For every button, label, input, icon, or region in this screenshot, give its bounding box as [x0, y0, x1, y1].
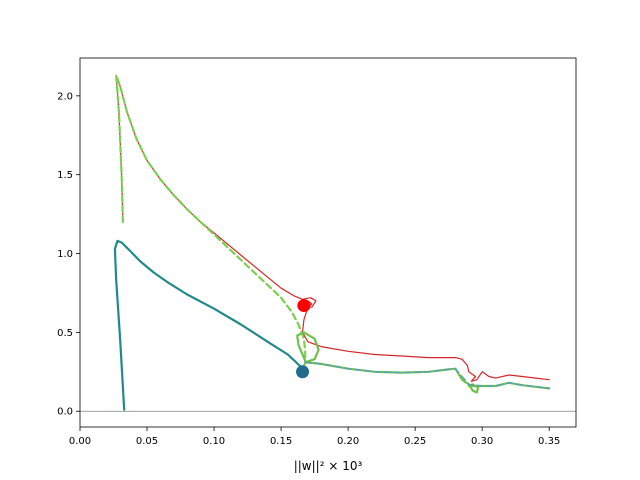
endpoint-marker-2: [296, 365, 310, 379]
series-line-2: [115, 74, 307, 370]
series-line-5: [113, 239, 305, 411]
x-axis-label: ||w||² × 10³: [294, 459, 363, 473]
axes: 0.00 0.05 0.10 0.15 0.20 0.25 0.30 0.35 0.0 0.5 1.…: [57, 57, 577, 447]
axes-frame: [79, 57, 577, 428]
x-tick-label: 0.15: [270, 436, 292, 447]
y-tick-label: 0.0: [57, 407, 73, 418]
x-tick-label: 0.00: [69, 436, 91, 447]
y-tick-label: 0.5: [57, 328, 73, 339]
x-tick-label: 0.30: [471, 436, 493, 447]
x-tick-label: 0.20: [337, 436, 359, 447]
series-line-4: [304, 361, 550, 390]
y-tick-label: 1.0: [57, 249, 73, 260]
endpoint-marker-1: [297, 299, 311, 313]
x-tick-label: 0.10: [203, 436, 225, 447]
x-tick-label: 0.35: [538, 436, 560, 447]
x-tick-label: 0.05: [136, 436, 158, 447]
plot-area: [80, 74, 576, 412]
y-tick-label: 1.5: [57, 170, 73, 181]
y-tick-label: 2.0: [57, 91, 73, 102]
x-tick-label: 0.25: [404, 436, 426, 447]
